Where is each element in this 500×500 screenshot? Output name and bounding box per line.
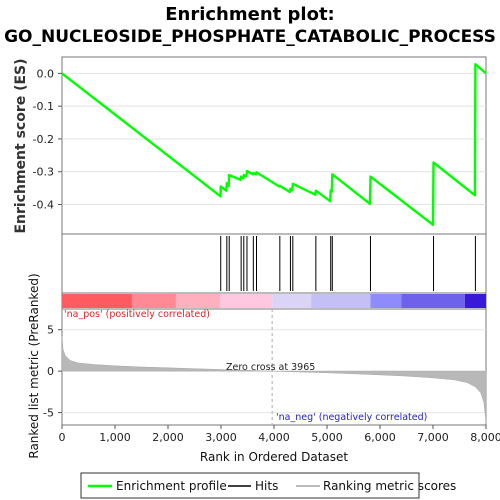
- metric-y-tick-label: 5: [47, 324, 54, 337]
- heatmap-segment: [401, 294, 465, 308]
- heatmap-segment: [175, 294, 220, 308]
- na-neg-annotation: 'na_neg' (negatively correlated): [276, 412, 427, 423]
- rank-heatmap-panel: [61, 292, 487, 310]
- legend: Enrichment profile Hits Ranking metric s…: [80, 472, 456, 499]
- rank-heatmap: [62, 294, 486, 308]
- metric-panel: 5 0 -5 0 1,000 2,000 3,000 4,000 5,000 6,000 7,00…: [27, 273, 500, 464]
- metric-y-tick-label: -5: [43, 407, 54, 420]
- x-tick-label: 5,000: [311, 431, 343, 444]
- es-y-axis-label: Enrichment score (ES): [13, 58, 29, 233]
- metric-y-axis-label: Ranked list metric (PreRanked): [27, 273, 41, 458]
- ranking-metric-area: [61, 336, 487, 424]
- x-tick-label: 6,000: [364, 431, 396, 444]
- heatmap-segment: [464, 294, 486, 308]
- metric-x-ticks: 0 1,000 2,000 3,000 4,000 5,000 6,000 7,000 8,00…: [59, 425, 500, 444]
- hits-panel: [61, 233, 487, 294]
- heatmap-segment: [219, 294, 273, 308]
- legend-hits-label: Hits: [255, 479, 278, 493]
- zero-cross-annotation: Zero cross at 3965: [226, 362, 315, 373]
- heatmap-segment: [311, 294, 371, 308]
- x-tick-label: 0: [59, 431, 66, 444]
- x-tick-label: 3,000: [205, 431, 237, 444]
- x-axis-label: Rank in Ordered Dataset: [200, 450, 348, 464]
- na-pos-annotation: 'na_pos' (positively correlated): [64, 309, 210, 320]
- hits-plot-area: [61, 233, 487, 294]
- chart-subtitle: GO_NUCLEOSIDE_PHOSPHATE_CATABOLIC_PROCES…: [4, 27, 496, 47]
- es-y-tick-label: -0.1: [33, 100, 54, 113]
- es-y-tick-label: -0.3: [33, 166, 54, 179]
- x-tick-label: 7,000: [417, 431, 449, 444]
- hit-markers: [220, 236, 476, 291]
- x-tick-label: 1,000: [99, 431, 131, 444]
- heatmap-segment: [62, 294, 132, 308]
- es-y-tick-label: -0.2: [33, 133, 54, 146]
- x-tick-label: 2,000: [152, 431, 184, 444]
- es-y-ticks: 0.0 -0.1 -0.2 -0.3 -0.4: [33, 67, 62, 212]
- metric-y-ticks: 5 0 -5: [43, 324, 62, 420]
- heatmap-segment: [272, 294, 312, 308]
- heatmap-segment: [370, 294, 402, 308]
- x-tick-label: 8,000: [470, 431, 500, 444]
- enrichment-profile-line: [61, 62, 487, 227]
- heatmap-segment: [131, 294, 176, 308]
- es-y-tick-label: -0.4: [33, 199, 54, 212]
- es-plot-area: [61, 56, 487, 235]
- chart-title: Enrichment plot:: [165, 4, 335, 25]
- x-tick-label: 4,000: [258, 431, 290, 444]
- legend-enrichment-label: Enrichment profile: [116, 479, 227, 493]
- es-grid: [62, 72, 486, 205]
- metric-y-tick-label: 0: [47, 365, 54, 378]
- es-y-tick-label: 0.0: [37, 67, 55, 80]
- legend-ranking-label: Ranking metric scores: [323, 479, 456, 493]
- es-panel: 0.0 -0.1 -0.2 -0.3 -0.4 Enrichment score (ES…: [13, 56, 487, 235]
